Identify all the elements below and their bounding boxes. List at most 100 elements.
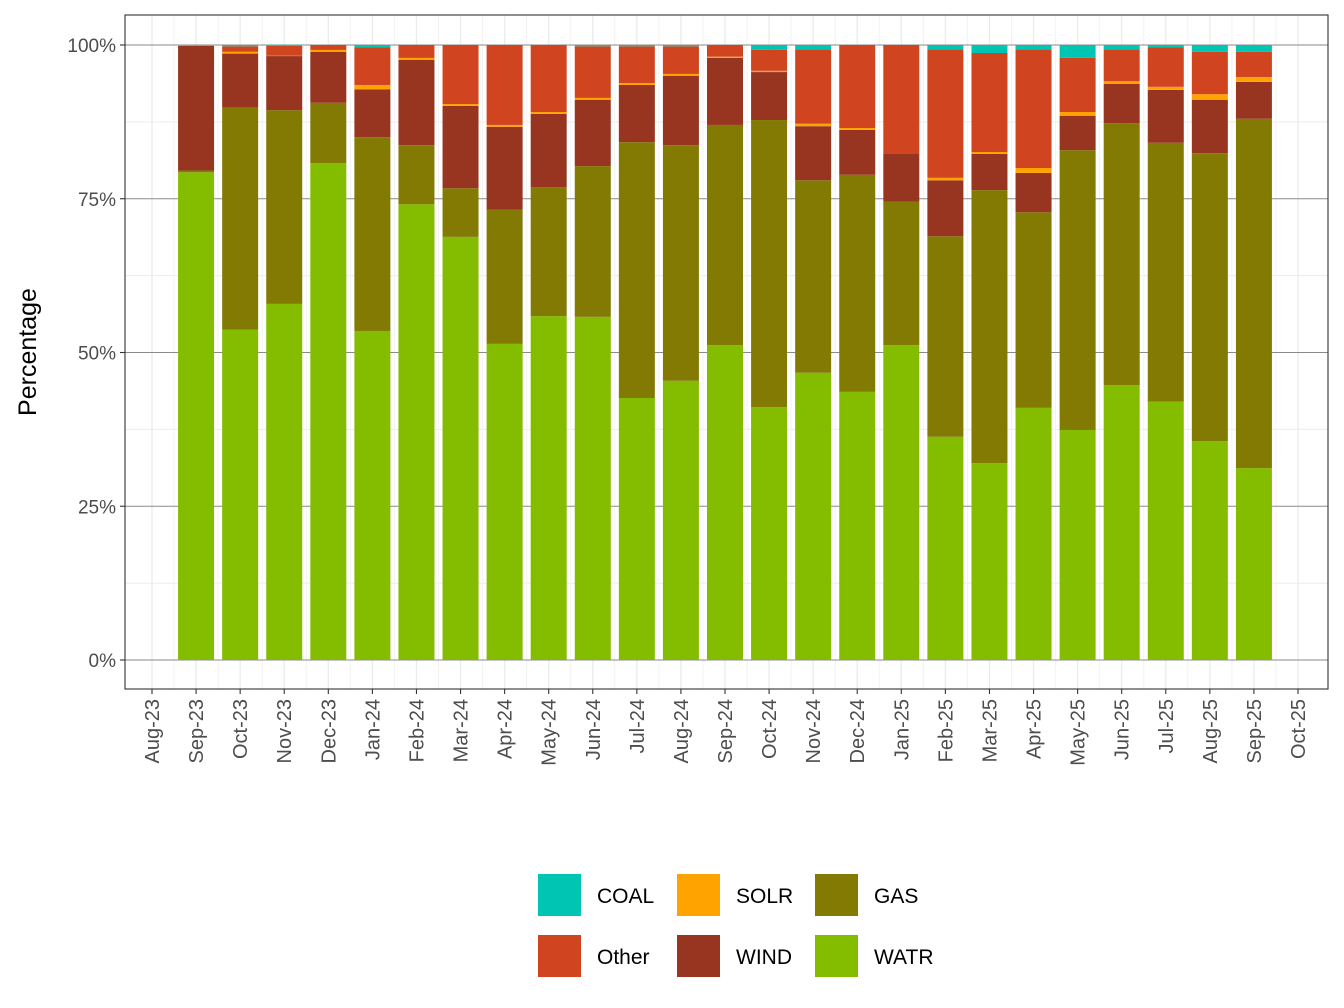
bar-segment-coal <box>1191 45 1228 52</box>
bar-segment-wind <box>354 89 391 138</box>
bar-segment-gas <box>751 120 788 408</box>
legend-key <box>677 935 720 977</box>
bar-segment-wind <box>662 75 699 146</box>
bar-segment-watr <box>222 329 259 660</box>
bar-segment-gas <box>178 170 215 173</box>
bar-segment-other <box>1015 49 1052 168</box>
bar-segment-other <box>927 49 964 178</box>
bar-segment-wind <box>927 180 964 237</box>
bar-segment-gas <box>662 145 699 381</box>
bar-segment-wind <box>1147 89 1184 143</box>
bar-segment-watr <box>1103 385 1140 660</box>
bar-segment-gas <box>618 142 655 399</box>
x-tick-label: Dec-24 <box>847 699 869 763</box>
bar-segment-solr <box>662 73 699 76</box>
bar-segment-gas <box>927 236 964 437</box>
x-tick-label: Mar-24 <box>451 699 473 762</box>
bar-segment-watr <box>883 345 920 660</box>
bar-segment-watr <box>266 303 303 660</box>
bar-segment-other <box>751 49 788 71</box>
x-tick-label: Jan-25 <box>891 699 913 760</box>
bar-segment-gas <box>354 137 391 331</box>
bar-segment-coal <box>1147 45 1184 48</box>
bar-segment-coal <box>1103 45 1140 50</box>
bar-segment-solr <box>1147 86 1184 90</box>
bar-segment-gas <box>1147 142 1184 402</box>
bar-segment-other <box>398 45 435 58</box>
x-tick-label: Mar-25 <box>979 699 1001 762</box>
bar-segment-watr <box>530 316 567 660</box>
legend-item-other: Other <box>538 935 650 977</box>
bar-segment-gas <box>310 102 347 164</box>
bar-segment-coal <box>795 45 832 50</box>
x-tick-label: Sep-23 <box>186 699 208 764</box>
y-tick-label: 0% <box>89 651 117 672</box>
bar-segment-wind <box>971 153 1008 191</box>
bar-segment-wind <box>266 56 303 111</box>
bar-segment-gas <box>1015 212 1052 408</box>
bar-segment-watr <box>354 330 391 660</box>
bar-segment-solr <box>971 152 1008 154</box>
x-tick-label: Apr-24 <box>495 699 517 759</box>
bar-segment-other <box>707 45 743 57</box>
bar-segment-solr <box>707 56 743 58</box>
bar-segment-coal <box>618 45 655 47</box>
bar-segment-wind <box>707 57 743 125</box>
x-tick-label: Aug-25 <box>1200 699 1222 764</box>
bar-segment-coal <box>662 45 699 47</box>
bar-segment-wind <box>574 99 611 167</box>
bar-segment-gas <box>839 174 876 392</box>
bar-segment-solr <box>1059 112 1096 116</box>
bar-segment-solr <box>486 124 523 127</box>
x-tick-label: Dec-23 <box>318 699 340 763</box>
y-axis: 0% 25% 50% 75% 100% <box>67 36 125 672</box>
bar-segment-wind <box>486 126 523 210</box>
bar-segment-gas <box>1059 150 1096 430</box>
bar-segment-other <box>574 46 611 98</box>
bar-segment-gas <box>530 187 567 317</box>
bar-segment-other <box>795 49 832 124</box>
bar-segment-wind <box>1191 99 1228 154</box>
x-tick-label: Oct-25 <box>1288 699 1310 759</box>
bar-segment-watr <box>927 436 964 660</box>
x-tick-label: Feb-24 <box>406 699 428 762</box>
x-tick-label: Sep-25 <box>1244 699 1266 764</box>
bar-segment-other <box>266 45 303 56</box>
legend-label: GAS <box>874 885 918 908</box>
bar-segment-wind <box>310 51 347 103</box>
x-tick-label: Nov-24 <box>803 699 825 763</box>
bar-segment-other <box>222 46 259 52</box>
bar-segment-coal <box>266 44 303 46</box>
bar-segment-wind <box>839 129 876 175</box>
bar-segment-watr <box>1015 407 1052 660</box>
bar-segment-coal <box>574 45 611 47</box>
bar-segment-gas <box>1235 118 1272 469</box>
x-tick-label: Jul-24 <box>627 699 649 753</box>
legend-item-coal: COAL <box>538 874 654 916</box>
x-axis: Aug-23 Sep-23 Oct-23 Nov-23 Dec-23 Jan-24 Feb-… <box>142 689 1310 766</box>
legend-item-watr: WATR <box>815 935 933 977</box>
bar-segment-watr <box>839 391 876 660</box>
bar-segment-watr <box>795 372 832 660</box>
bar-segment-other <box>1059 57 1096 113</box>
x-tick-label: Jan-24 <box>362 699 384 760</box>
bar-segment-gas <box>486 209 523 344</box>
bar-segment-watr <box>398 204 435 660</box>
bar-segment-solr <box>310 49 347 52</box>
bar-segment-gas <box>222 107 259 330</box>
bar-segment-gas <box>883 201 920 346</box>
bar-segment-coal <box>971 45 1008 53</box>
bar-segment-wind <box>442 105 479 189</box>
bar-segment-solr <box>354 84 391 90</box>
bar-segment-watr <box>1059 429 1096 660</box>
bar-segment-watr <box>707 345 743 660</box>
legend-key <box>815 874 858 916</box>
bar-segment-wind <box>398 59 435 146</box>
bar-segment-solr <box>927 177 964 181</box>
y-tick-label: 75% <box>78 190 116 211</box>
bar-segment-coal <box>1235 45 1272 52</box>
legend-key <box>815 935 858 977</box>
bar-segment-watr <box>574 316 611 660</box>
bar-segment-wind <box>530 113 567 188</box>
bar-segment-gas <box>1103 123 1140 386</box>
